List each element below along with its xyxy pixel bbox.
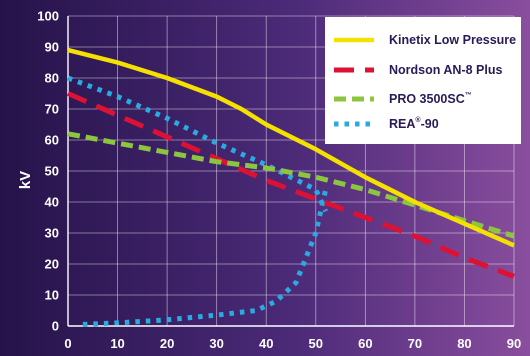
legend-label-nordson: Nordson AN-8 Plus <box>389 63 502 77</box>
y-tick-label-20: 20 <box>45 257 59 272</box>
y-axis-label: kV <box>17 171 34 189</box>
series-line-rea-90 <box>67 75 329 327</box>
x-tick-label-10: 10 <box>110 336 124 351</box>
y-tick-label-90: 90 <box>45 40 59 55</box>
series-layer <box>66 47 515 327</box>
legend: Kinetix Low Pressure Nordson AN-8 Plus P… <box>325 17 521 144</box>
legend-label-kinetix: Kinetix Low Pressure <box>389 33 516 47</box>
legend-label-rea90: REA®-90 <box>389 116 439 131</box>
y-tick-label-30: 30 <box>45 226 59 241</box>
y-tick-label-70: 70 <box>45 102 59 117</box>
x-tick-label-90: 90 <box>507 336 521 351</box>
grid-lines <box>67 15 515 327</box>
legend-label-pro3500sc: PRO 3500SC™ <box>389 92 472 106</box>
x-tick-label-40: 40 <box>259 336 273 351</box>
y-tick-label-0: 0 <box>52 319 59 334</box>
x-tick-label-30: 30 <box>209 336 223 351</box>
x-tick-label-80: 80 <box>457 336 471 351</box>
y-tick-label-10: 10 <box>45 288 59 303</box>
x-tick-label-60: 60 <box>358 336 372 351</box>
y-tick-label-100: 100 <box>37 9 59 24</box>
series-line-nordson-an-8-plus <box>66 91 515 279</box>
x-tick-label-50: 50 <box>309 336 323 351</box>
y-tick-label-80: 80 <box>45 71 59 86</box>
x-tick-label-70: 70 <box>408 336 422 351</box>
y-tick-label-40: 40 <box>45 195 59 210</box>
y-tick-labels: 0 10 20 30 40 50 60 70 80 90 100 <box>37 9 59 334</box>
axes <box>67 16 514 327</box>
x-tick-label-0: 0 <box>64 336 71 351</box>
y-tick-label-60: 60 <box>45 133 59 148</box>
x-tick-labels: 0 10 20 30 40 50 60 70 80 90 <box>64 336 521 351</box>
x-tick-label-20: 20 <box>160 336 174 351</box>
y-tick-label-50: 50 <box>45 164 59 179</box>
series-line-kinetix-low-pressure <box>67 47 515 248</box>
